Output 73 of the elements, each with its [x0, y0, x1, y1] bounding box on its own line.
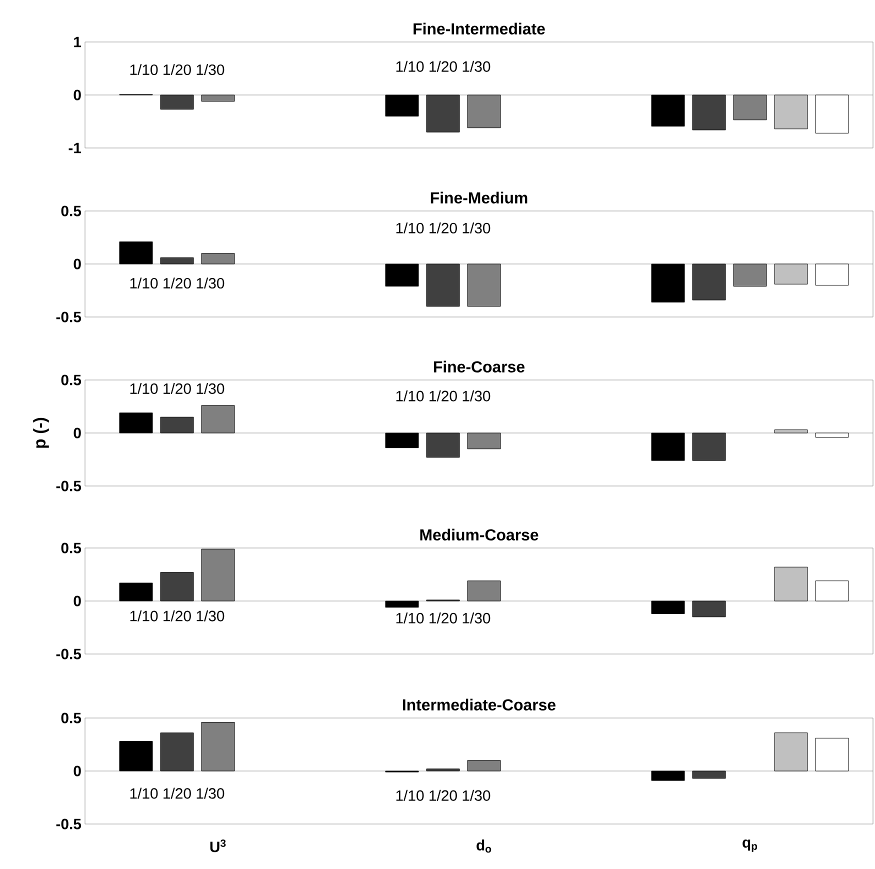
bar — [119, 582, 153, 602]
annotation: 1/10 1/20 1/30 — [396, 790, 490, 801]
bar — [160, 572, 194, 602]
bar — [774, 430, 808, 434]
bar — [815, 738, 849, 772]
annotation: 1/10 1/20 1/30 — [396, 222, 490, 234]
y-tick-label: -1 — [68, 142, 82, 154]
y-tick-label: 0.5 — [61, 374, 82, 386]
bar — [119, 412, 153, 434]
bar — [467, 760, 501, 772]
bar — [426, 432, 460, 458]
bar — [815, 580, 849, 602]
annotation: 1/10 1/20 1/30 — [130, 278, 224, 289]
y-tick-label: -0.5 — [56, 312, 82, 322]
y-tick-label: 0 — [74, 428, 81, 438]
y-tick-label: 0 — [74, 596, 81, 606]
bar — [467, 264, 501, 307]
bar — [651, 600, 685, 614]
y-tick-label: 0.5 — [61, 712, 82, 724]
bar — [426, 264, 460, 307]
bar — [201, 548, 235, 602]
bar — [119, 241, 153, 264]
x-tick-label: d$_{o}$ — [476, 840, 492, 853]
bar — [119, 741, 153, 772]
y-tick-label: 0 — [74, 90, 81, 100]
y-axis-title: p (-) — [33, 418, 49, 448]
bar — [733, 264, 767, 287]
annotation: 1/10 1/20 1/30 — [130, 788, 224, 799]
bar — [201, 405, 235, 434]
bar — [385, 432, 419, 448]
annotation: 1/10 1/20 1/30 — [130, 64, 224, 76]
y-tick-label: 0 — [74, 766, 81, 776]
y-tick-label: -0.5 — [56, 818, 82, 830]
bar — [692, 600, 726, 618]
bar — [201, 253, 235, 264]
bar — [774, 264, 808, 284]
bar — [692, 770, 726, 779]
bar — [426, 768, 460, 772]
bar — [160, 257, 194, 264]
y-tick-label: 1 — [74, 36, 82, 48]
annotation: 1/10 1/20 1/30 — [396, 60, 490, 72]
bar — [651, 264, 685, 302]
bar — [160, 416, 194, 434]
chart-title: Fine-Coarse — [434, 360, 525, 372]
bar — [651, 770, 685, 781]
y-tick-label: 0 — [74, 258, 81, 270]
bar — [774, 566, 808, 602]
bar — [815, 264, 849, 286]
chart-title: Medium-Coarse — [420, 528, 538, 540]
chart-title: Intermediate-Coarse — [402, 698, 556, 710]
bar — [385, 264, 419, 287]
bar — [651, 432, 685, 461]
y-tick-label: -0.5 — [56, 648, 82, 660]
x-tick-label: q$_{p}$ — [742, 840, 758, 852]
x-tick-label: U$^{3}$ — [210, 840, 226, 852]
bar — [160, 732, 194, 772]
bar — [467, 432, 501, 450]
y-tick-label: -0.5 — [56, 480, 82, 492]
chart-title: Fine-Intermediate — [414, 22, 545, 34]
y-tick-label: 0.5 — [61, 206, 82, 216]
chart-title: Fine-Medium — [430, 192, 528, 204]
y-tick-label: 0.5 — [61, 542, 82, 554]
bar — [692, 432, 726, 461]
annotation: 1/10 1/20 1/30 — [130, 610, 224, 622]
bar — [815, 432, 849, 438]
bar — [385, 600, 419, 608]
annotation: 1/10 1/20 1/30 — [130, 382, 224, 394]
bar — [774, 732, 808, 772]
bar — [467, 580, 501, 602]
bar — [201, 722, 235, 772]
annotation: 1/10 1/20 1/30 — [396, 612, 490, 624]
annotation: 1/10 1/20 1/30 — [396, 390, 490, 402]
bar — [692, 264, 726, 300]
